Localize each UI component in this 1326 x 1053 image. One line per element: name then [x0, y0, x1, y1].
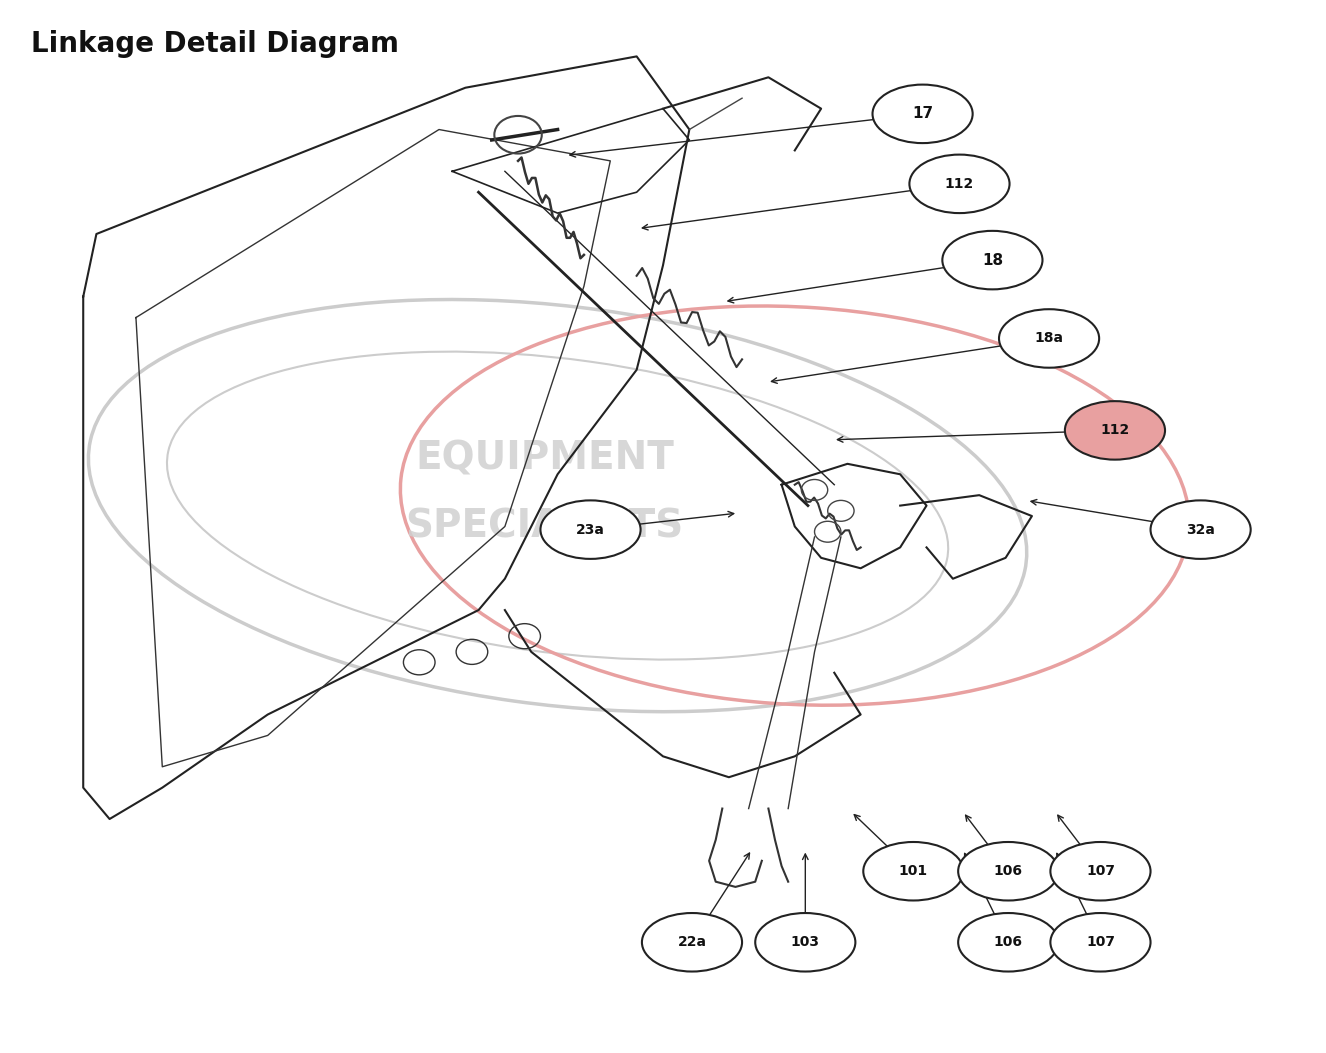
- Text: 107: 107: [1086, 935, 1115, 949]
- Ellipse shape: [910, 155, 1009, 213]
- Text: 112: 112: [945, 177, 975, 191]
- Ellipse shape: [873, 84, 973, 143]
- Text: 18: 18: [981, 253, 1002, 267]
- Text: 17: 17: [912, 106, 934, 121]
- Text: 107: 107: [1086, 865, 1115, 878]
- Ellipse shape: [959, 913, 1058, 972]
- Text: 106: 106: [993, 935, 1022, 949]
- Text: SPECIALISTS: SPECIALISTS: [406, 508, 683, 545]
- Text: 106: 106: [993, 865, 1022, 878]
- Text: 112: 112: [1101, 423, 1130, 437]
- Text: Linkage Detail Diagram: Linkage Detail Diagram: [30, 31, 399, 58]
- Ellipse shape: [541, 500, 640, 559]
- Text: 23a: 23a: [575, 522, 605, 537]
- Ellipse shape: [642, 913, 743, 972]
- Ellipse shape: [1151, 500, 1250, 559]
- Ellipse shape: [1065, 401, 1166, 460]
- Text: 101: 101: [899, 865, 928, 878]
- Ellipse shape: [756, 913, 855, 972]
- Ellipse shape: [959, 842, 1058, 900]
- Text: 103: 103: [790, 935, 819, 949]
- Ellipse shape: [1050, 913, 1151, 972]
- Text: 22a: 22a: [678, 935, 707, 949]
- Text: 18a: 18a: [1034, 332, 1063, 345]
- Text: EQUIPMENT: EQUIPMENT: [415, 439, 674, 478]
- Ellipse shape: [998, 310, 1099, 367]
- Ellipse shape: [1050, 842, 1151, 900]
- Ellipse shape: [863, 842, 964, 900]
- Ellipse shape: [943, 231, 1042, 290]
- Text: 32a: 32a: [1187, 522, 1215, 537]
